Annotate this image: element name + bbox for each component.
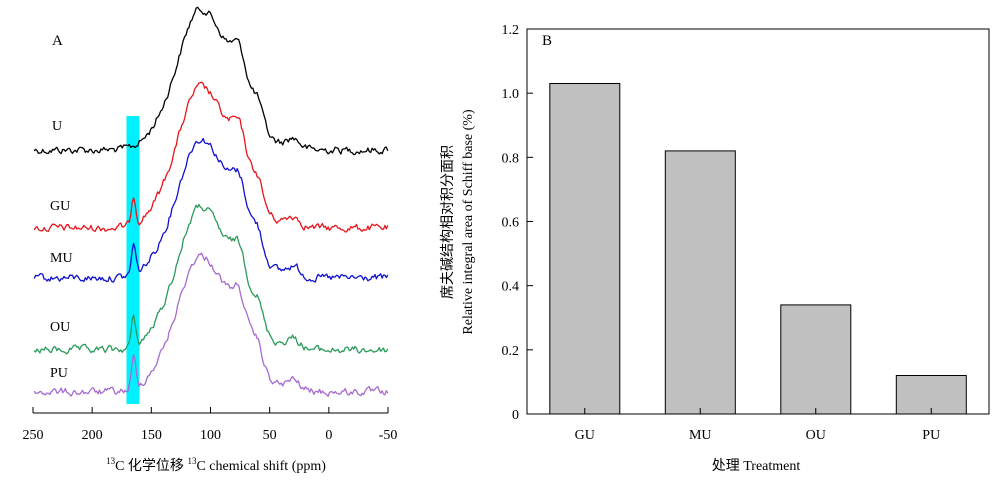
x-category-label: OU bbox=[806, 428, 826, 443]
spectrum-gu bbox=[33, 81, 389, 233]
y-tick-label: 1.0 bbox=[502, 87, 520, 102]
bar-mu bbox=[664, 150, 736, 415]
x-tick-label: 0 bbox=[325, 428, 332, 443]
panel-b-ylabel-en: Relative integral area of Schiff base (%… bbox=[461, 109, 476, 335]
panel-a-xlabel: 13C 化学位移 13C chemical shift (ppm) bbox=[106, 456, 326, 474]
x-tick-label: 150 bbox=[141, 428, 162, 443]
x-category-label: GU bbox=[575, 428, 595, 443]
bar-pu bbox=[895, 375, 967, 415]
x-tick-label: 250 bbox=[23, 428, 44, 443]
spectrum-mu bbox=[33, 137, 389, 283]
y-axis-ticks: 0 0.2 0.4 0.6 0.8 1.0 1.2 bbox=[502, 23, 533, 423]
panel-b-label: B bbox=[542, 33, 552, 49]
series-labels: U GU MU OU PU bbox=[50, 119, 73, 381]
y-tick-label: 0.6 bbox=[502, 216, 520, 231]
panel-a-nmr-spectra: A U GU MU OU PU 250 200 150 100 50 0 -50 13C 化学位移 … bbox=[23, 6, 398, 474]
x-tick-label: -50 bbox=[379, 428, 398, 443]
panel-b-ylabel-cn: 席夫碱结构相对积分面积 bbox=[440, 145, 456, 299]
series-label-pu: PU bbox=[50, 366, 68, 381]
y-tick-label: 0.8 bbox=[502, 151, 520, 166]
series-label-gu: GU bbox=[50, 199, 70, 214]
bars bbox=[549, 83, 967, 415]
spectrum-pu bbox=[33, 252, 389, 397]
panel-b-bar-chart: B 0 0.2 0.4 0.6 0.8 1.0 1.2 GU MU OU PU 席夫碱结构相对积分… bbox=[440, 23, 990, 474]
y-tick-label: 0.2 bbox=[502, 344, 520, 359]
spectrum-ou bbox=[33, 203, 389, 355]
x-category-label: PU bbox=[922, 428, 940, 443]
y-tick-label: 0 bbox=[512, 408, 519, 423]
panel-a-label: A bbox=[52, 33, 63, 49]
x-tick-label: 200 bbox=[82, 428, 103, 443]
spectra-group bbox=[33, 6, 389, 397]
y-tick-label: 1.2 bbox=[502, 23, 520, 38]
series-label-mu: MU bbox=[50, 251, 73, 266]
x-tick-label: 100 bbox=[200, 428, 221, 443]
series-label-ou: OU bbox=[50, 320, 70, 335]
x-axis-ticks: 250 200 150 100 50 0 -50 bbox=[23, 407, 398, 443]
bar-ou bbox=[780, 304, 852, 415]
x-category-label: MU bbox=[689, 428, 712, 443]
series-label-u: U bbox=[52, 119, 62, 134]
spectrum-u bbox=[33, 6, 389, 156]
x-tick-label: 50 bbox=[263, 428, 277, 443]
bar-gu bbox=[549, 83, 621, 415]
y-tick-label: 0.4 bbox=[502, 280, 520, 295]
panel-b-xlabel: 处理 Treatment bbox=[712, 458, 801, 474]
x-axis-categories: GU MU OU PU bbox=[575, 408, 940, 443]
